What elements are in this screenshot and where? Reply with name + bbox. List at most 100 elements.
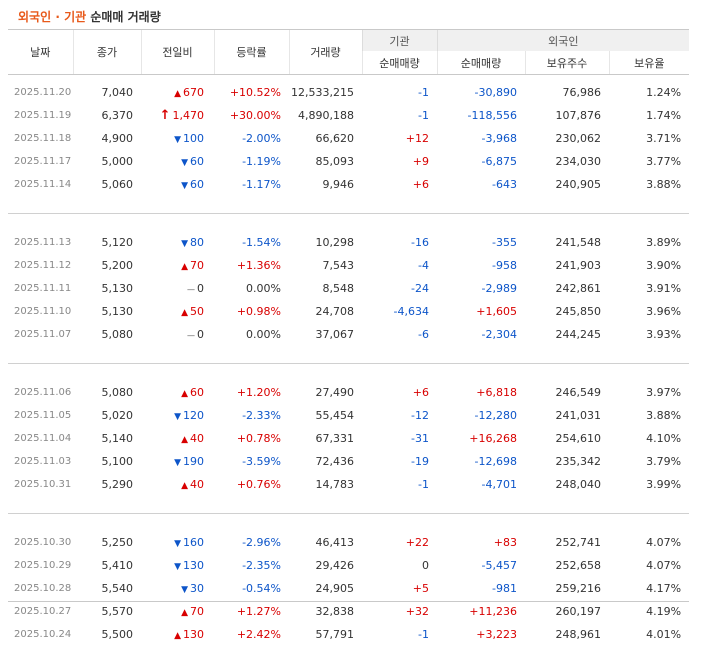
triangle-down-icon: ▼	[174, 458, 181, 468]
row-close: 5,100	[73, 450, 141, 473]
row-rate: +0.98%	[214, 300, 289, 323]
row-volume: 55,454	[289, 404, 362, 427]
row-date: 2025.11.04	[8, 427, 73, 450]
row-change: ▲60	[141, 381, 214, 404]
row-foreign-net: -643	[437, 173, 525, 196]
row-volume: 24,905	[289, 577, 362, 600]
change-value: 70	[190, 605, 204, 618]
change-value: 40	[190, 432, 204, 445]
change-value: 100	[183, 132, 204, 145]
row-inst-net: -1	[362, 623, 437, 646]
row-foreign-hold: 248,040	[525, 473, 609, 496]
group-foreign: 외국인	[437, 30, 689, 52]
col-inst-net: 순매매량	[362, 51, 437, 75]
row-foreign-ratio: 3.93%	[609, 323, 689, 346]
row-foreign-ratio: 3.91%	[609, 277, 689, 300]
change-value: 60	[190, 178, 204, 191]
row-foreign-ratio: 4.17%	[609, 577, 689, 600]
row-volume: 8,548	[289, 277, 362, 300]
change-value: 670	[183, 86, 204, 99]
row-rate: -2.96%	[214, 531, 289, 554]
change-value: 60	[190, 155, 204, 168]
row-close: 5,570	[73, 600, 141, 623]
row-close: 5,020	[73, 404, 141, 427]
row-foreign-net: +11,236	[437, 600, 525, 623]
group-spacer	[8, 214, 689, 231]
title-separator: ·	[55, 10, 60, 24]
change-value: 0	[197, 328, 204, 341]
row-close: 5,410	[73, 554, 141, 577]
row-foreign-net: -2,989	[437, 277, 525, 300]
row-change: ▼100	[141, 127, 214, 150]
row-foreign-ratio: 3.96%	[609, 300, 689, 323]
row-foreign-net: +83	[437, 531, 525, 554]
row-date: 2025.10.29	[8, 554, 73, 577]
row-foreign-hold: 230,062	[525, 127, 609, 150]
row-foreign-hold: 76,986	[525, 81, 609, 104]
row-rate: 0.00%	[214, 323, 289, 346]
triangle-down-icon: ▼	[181, 239, 188, 249]
row-volume: 32,838	[289, 600, 362, 623]
row-change: ▲70	[141, 254, 214, 277]
row-foreign-ratio: 1.74%	[609, 104, 689, 127]
row-change: ↑1,470	[141, 104, 214, 127]
row-inst-net: -16	[362, 231, 437, 254]
triangle-up-icon: ▲	[181, 262, 188, 272]
row-inst-net: 0	[362, 554, 437, 577]
arrow-up-icon: ↑	[160, 108, 171, 123]
row-foreign-net: +1,605	[437, 300, 525, 323]
group-spacer	[8, 496, 689, 514]
row-volume: 10,298	[289, 231, 362, 254]
row-date: 2025.10.31	[8, 473, 73, 496]
change-value: 30	[190, 582, 204, 595]
row-foreign-net: -355	[437, 231, 525, 254]
row-date: 2025.11.14	[8, 173, 73, 196]
col-change: 전일비	[141, 30, 214, 75]
row-rate: +0.78%	[214, 427, 289, 450]
row-date: 2025.11.13	[8, 231, 73, 254]
col-foreign-hold: 보유주수	[525, 51, 609, 75]
spacer-cell	[8, 364, 689, 381]
page: 외국인 · 기관 순매매 거래량 날짜 종가 전일비 등락률 거래량 기관 외국…	[0, 0, 701, 606]
row-volume: 66,620	[289, 127, 362, 150]
row-inst-net: -1	[362, 104, 437, 127]
row-foreign-hold: 242,861	[525, 277, 609, 300]
col-rate: 등락률	[214, 30, 289, 75]
row-change: ▲70	[141, 600, 214, 623]
row-inst-net: -6	[362, 323, 437, 346]
row-foreign-ratio: 3.89%	[609, 231, 689, 254]
triangle-up-icon: ▲	[181, 481, 188, 491]
row-foreign-hold: 244,245	[525, 323, 609, 346]
row-foreign-ratio: 4.07%	[609, 554, 689, 577]
row-rate: -1.17%	[214, 173, 289, 196]
row-close: 5,130	[73, 277, 141, 300]
group-spacer	[8, 196, 689, 214]
row-change: ▲50	[141, 300, 214, 323]
row-foreign-net: -2,304	[437, 323, 525, 346]
triangle-up-icon: ▲	[181, 435, 188, 445]
row-date: 2025.10.28	[8, 577, 73, 600]
change-value: 190	[183, 455, 204, 468]
row-volume: 46,413	[289, 531, 362, 554]
triangle-up-icon: ▲	[174, 631, 181, 641]
triangle-up-icon: ▲	[181, 389, 188, 399]
row-rate: +10.52%	[214, 81, 289, 104]
row-close: 5,130	[73, 300, 141, 323]
row-foreign-ratio: 3.88%	[609, 173, 689, 196]
row-date: 2025.11.11	[8, 277, 73, 300]
row-foreign-hold: 245,850	[525, 300, 609, 323]
row-change: ▲40	[141, 427, 214, 450]
group-spacer	[8, 364, 689, 381]
